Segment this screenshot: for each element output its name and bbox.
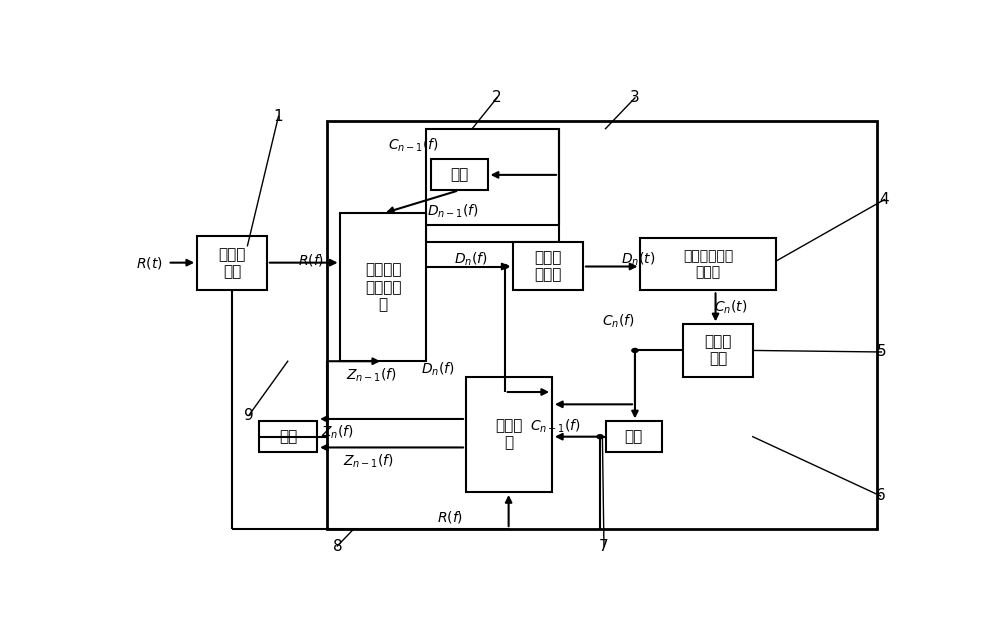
Text: 加速度驱
动信号生
成: 加速度驱 动信号生 成 [365, 263, 401, 312]
Text: 傅里叶
变换: 傅里叶 变换 [218, 247, 246, 280]
Text: $C_{n-1}(f)$: $C_{n-1}(f)$ [388, 137, 439, 155]
Text: 5: 5 [877, 345, 886, 359]
FancyBboxPatch shape [640, 238, 776, 291]
FancyBboxPatch shape [466, 377, 552, 492]
Text: $C_n(t)$: $C_n(t)$ [714, 299, 747, 316]
Text: 傅里叶
变换: 傅里叶 变换 [704, 335, 732, 366]
Text: 阻抗修
正: 阻抗修 正 [495, 418, 523, 450]
Text: 7: 7 [599, 539, 609, 553]
FancyBboxPatch shape [197, 237, 267, 291]
Text: 3: 3 [630, 90, 640, 106]
Text: 8: 8 [333, 539, 342, 553]
Text: $R(f)$: $R(f)$ [298, 252, 324, 268]
FancyBboxPatch shape [431, 160, 488, 190]
Text: $R(t)$: $R(t)$ [136, 254, 162, 271]
FancyBboxPatch shape [259, 421, 317, 452]
Text: 延迟: 延迟 [450, 167, 469, 183]
Text: 电液加速度伺
服系统: 电液加速度伺 服系统 [683, 249, 733, 279]
Circle shape [632, 349, 638, 352]
FancyBboxPatch shape [512, 242, 583, 291]
Text: 逆傅里
叶变换: 逆傅里 叶变换 [534, 250, 561, 282]
Text: 4: 4 [880, 192, 889, 207]
Text: $Z_n(f)$: $Z_n(f)$ [321, 424, 354, 441]
Text: 2: 2 [492, 90, 502, 106]
Text: 9: 9 [244, 408, 254, 422]
Text: 延迟: 延迟 [625, 429, 643, 444]
Circle shape [502, 265, 508, 268]
Text: $R(f)$: $R(f)$ [437, 509, 464, 525]
FancyBboxPatch shape [340, 214, 426, 361]
Text: $D_n(f)$: $D_n(f)$ [454, 251, 488, 268]
FancyBboxPatch shape [606, 421, 662, 452]
Text: $D_n(t)$: $D_n(t)$ [621, 251, 655, 268]
Text: $D_n(f)$: $D_n(f)$ [421, 360, 454, 378]
Text: $C_{n-1}(f)$: $C_{n-1}(f)$ [530, 418, 581, 436]
Circle shape [597, 435, 603, 439]
Text: $D_{n-1}(f)$: $D_{n-1}(f)$ [427, 202, 479, 220]
Text: 1: 1 [274, 109, 283, 124]
FancyBboxPatch shape [683, 324, 753, 377]
Text: $C_n(f)$: $C_n(f)$ [602, 312, 635, 330]
Text: 延迟: 延迟 [279, 429, 297, 444]
Text: 6: 6 [876, 488, 886, 504]
Text: $Z_{n-1}(f)$: $Z_{n-1}(f)$ [343, 453, 394, 470]
Text: $Z_{n-1}(f)$: $Z_{n-1}(f)$ [346, 366, 397, 384]
